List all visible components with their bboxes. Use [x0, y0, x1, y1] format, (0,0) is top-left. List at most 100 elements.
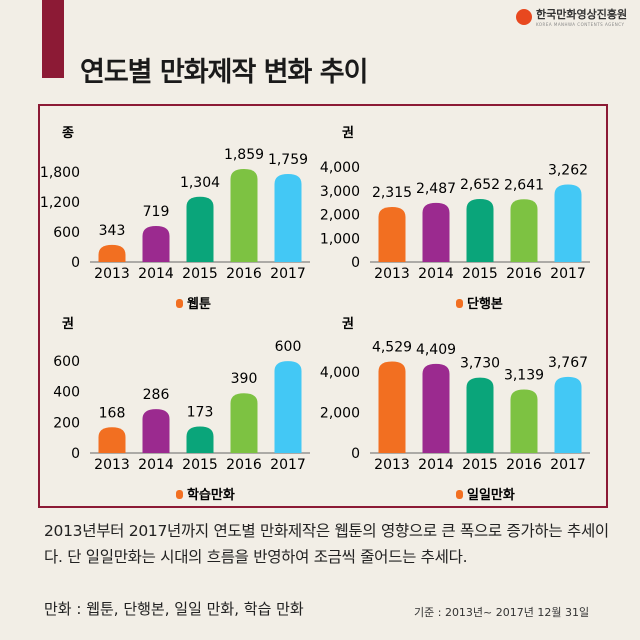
- legend-marker: [456, 490, 463, 499]
- bar: [274, 361, 302, 453]
- data-label: 168: [99, 405, 126, 421]
- legend-label: 단행본: [467, 296, 503, 312]
- unit-label: 권: [342, 317, 354, 332]
- bar: [186, 196, 214, 262]
- data-label: 3,262: [548, 163, 588, 179]
- y-tick-label: 400: [53, 385, 80, 401]
- bar: [554, 376, 582, 453]
- x-tick-label: 2014: [418, 457, 454, 473]
- data-label: 1,759: [268, 152, 308, 168]
- legend-marker: [176, 490, 183, 499]
- data-label: 4,529: [372, 339, 412, 355]
- y-tick-label: 0: [71, 446, 80, 462]
- data-label: 3,730: [460, 356, 500, 372]
- bar: [422, 202, 450, 262]
- logo-icon: [516, 8, 532, 25]
- bar: [274, 174, 302, 262]
- y-tick-label: 0: [351, 446, 360, 462]
- x-tick-label: 2015: [462, 457, 498, 473]
- y-tick-label: 2,000: [320, 208, 360, 224]
- chart-webtoon: 종 0 600 1,200 1,800 343 2013 719 2014 1,304 2015 1,…: [40, 126, 310, 312]
- x-tick-label: 2015: [182, 266, 218, 282]
- data-label: 2,641: [504, 177, 544, 193]
- bar: [422, 363, 450, 453]
- y-tick-label: 0: [71, 255, 80, 271]
- y-tick-label: 1,000: [320, 231, 360, 247]
- data-label: 600: [275, 339, 302, 355]
- title-accent-bar: [42, 0, 64, 78]
- bar: [466, 377, 494, 453]
- bar: [98, 427, 126, 453]
- y-tick-label: 200: [53, 415, 80, 431]
- y-tick-label: 4,000: [320, 365, 360, 381]
- x-tick-label: 2013: [374, 457, 410, 473]
- basis-note: 기준 : 2013년~ 2017년 12월 31일: [414, 606, 590, 619]
- x-tick-label: 2015: [182, 457, 218, 473]
- chart-learning: 권 0 200 400 600 168 2013 286 2014 173 2015 390 2016 6…: [53, 317, 310, 503]
- data-label: 2,315: [372, 185, 412, 201]
- data-label: 2,487: [416, 181, 456, 197]
- bar: [230, 169, 258, 262]
- y-tick-label: 600: [53, 225, 80, 241]
- x-tick-label: 2016: [226, 266, 262, 282]
- bar: [98, 244, 126, 262]
- data-label: 4,409: [416, 342, 456, 358]
- description: 2013년부터 2017년까지 연도별 만화제작은 웹툰의 영향으로 큰 폭으로…: [44, 522, 609, 566]
- legend-label: 일일만화: [467, 487, 515, 503]
- data-label: 1,859: [224, 147, 264, 163]
- chart-volume: 권 0 1,000 2,000 3,000 4,000 2,315 2013 2,487 2014…: [320, 126, 590, 312]
- x-tick-label: 2014: [418, 266, 454, 282]
- logo: 한국만화영상진흥원 KOREA MANHWA CONTENTS AGENCY: [516, 6, 627, 27]
- y-tick-label: 0: [351, 255, 360, 271]
- logo-text: 한국만화영상진흥원: [536, 8, 628, 21]
- x-tick-label: 2016: [506, 266, 542, 282]
- unit-label: 권: [342, 126, 354, 141]
- x-tick-label: 2016: [226, 457, 262, 473]
- x-tick-label: 2013: [94, 457, 130, 473]
- bar: [554, 184, 582, 262]
- x-tick-label: 2014: [138, 457, 174, 473]
- x-tick-label: 2014: [138, 266, 174, 282]
- bar: [142, 226, 170, 262]
- bar: [466, 199, 494, 262]
- chart-daily: 권 0 2,000 4,000 4,529 2013 4,409 2014 3,730 2015 3…: [320, 317, 590, 503]
- legend-label: 웹툰: [187, 297, 211, 312]
- bar: [142, 409, 170, 453]
- data-label: 3,139: [504, 368, 544, 384]
- bar: [230, 393, 258, 453]
- chart-frame: [38, 104, 608, 508]
- bar: [378, 207, 406, 262]
- bar: [378, 361, 406, 453]
- y-tick-label: 1,800: [40, 165, 80, 181]
- data-label: 719: [143, 204, 170, 220]
- x-tick-label: 2017: [270, 266, 306, 282]
- y-tick-label: 4,000: [320, 160, 360, 176]
- data-label: 343: [99, 223, 126, 239]
- legend-marker: [456, 299, 463, 308]
- data-label: 390: [231, 371, 258, 387]
- x-tick-label: 2017: [550, 457, 586, 473]
- unit-label: 권: [62, 317, 74, 332]
- data-label: 1,304: [180, 175, 220, 191]
- bar: [510, 389, 538, 453]
- y-tick-label: 1,200: [40, 195, 80, 211]
- data-label: 2,652: [460, 177, 500, 193]
- data-label: 286: [143, 387, 170, 403]
- y-tick-label: 3,000: [320, 184, 360, 200]
- legend-label: 학습만화: [187, 487, 235, 503]
- legend-marker: [176, 299, 183, 308]
- category-note: 만화 : 웹툰, 단행본, 일일 만화, 학습 만화: [44, 600, 304, 618]
- x-tick-label: 2017: [270, 457, 306, 473]
- x-tick-label: 2013: [374, 266, 410, 282]
- logo-subtext: KOREA MANHWA CONTENTS AGENCY: [536, 22, 625, 27]
- bar: [186, 426, 214, 453]
- data-label: 173: [187, 404, 214, 420]
- x-tick-label: 2016: [506, 457, 542, 473]
- unit-label: 종: [62, 126, 74, 141]
- data-label: 3,767: [548, 355, 588, 371]
- y-tick-label: 2,000: [320, 406, 360, 422]
- x-tick-label: 2013: [94, 266, 130, 282]
- x-tick-label: 2015: [462, 266, 498, 282]
- x-tick-label: 2017: [550, 266, 586, 282]
- y-tick-label: 600: [53, 354, 80, 370]
